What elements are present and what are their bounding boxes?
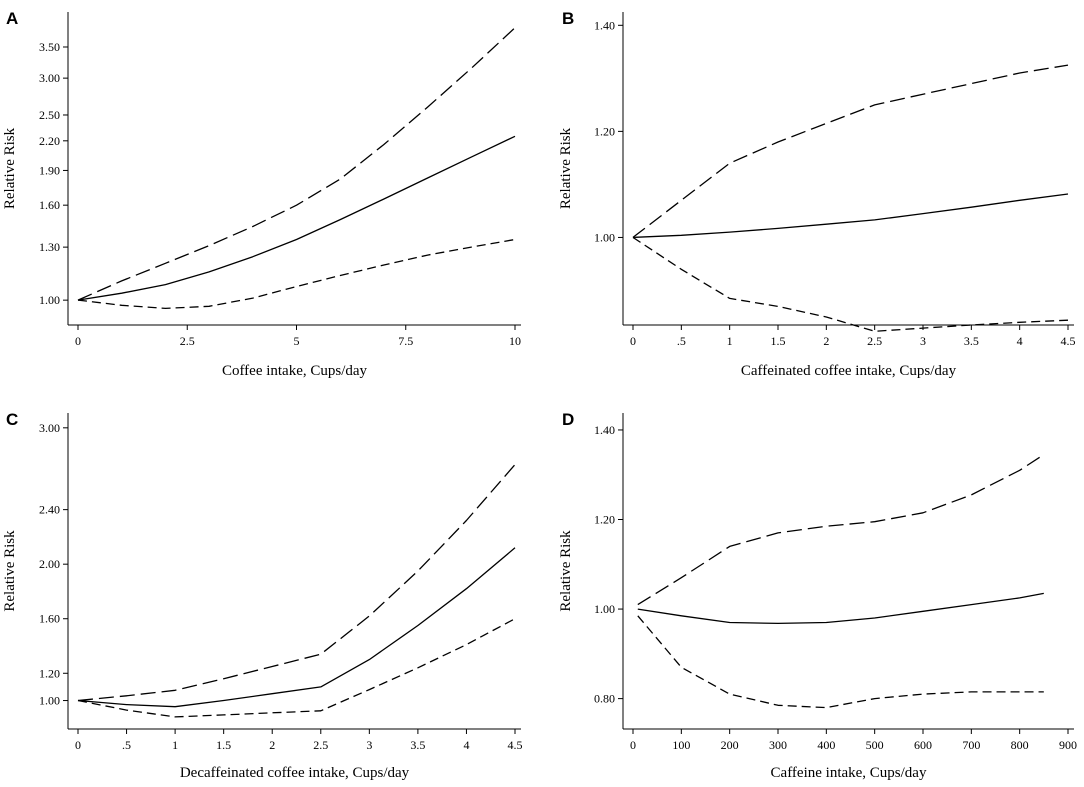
y-tick-label: 1.20	[594, 513, 615, 527]
y-tick-label: 1.00	[594, 602, 615, 616]
y-axis-title: Relative Risk	[2, 530, 18, 612]
y-tick-label: 3.00	[39, 71, 60, 85]
x-tick-label: 0	[75, 738, 81, 752]
y-tick-label: 1.00	[594, 230, 615, 244]
x-tick-label: 1	[172, 738, 178, 752]
y-tick-label: 2.20	[39, 134, 60, 148]
y-axis-title: Relative Risk	[558, 127, 574, 209]
x-tick-label: 3.5	[964, 334, 979, 348]
series-line-lower-ci	[632, 236, 1069, 332]
series-line-relative-risk	[77, 135, 516, 301]
y-tick-label: 1.40	[594, 18, 615, 32]
y-tick-label: 2.00	[39, 557, 60, 571]
x-tick-label: 600	[914, 738, 932, 752]
series-line-lower-ci	[77, 238, 516, 310]
x-tick-label: 4.5	[508, 738, 523, 752]
x-tick-label: 3	[920, 334, 926, 348]
series-line-relative-risk	[77, 547, 516, 708]
y-tick-label: 1.90	[39, 163, 60, 177]
y-tick-label: 1.30	[39, 240, 60, 254]
x-tick-label: 1.5	[216, 738, 231, 752]
series-line-upper-ci	[77, 27, 516, 301]
y-tick-label: 1.40	[594, 423, 615, 437]
panel-letter: A	[6, 9, 18, 28]
y-tick-label: 3.00	[39, 421, 60, 435]
x-tick-label: 500	[866, 738, 884, 752]
x-tick-label: 700	[962, 738, 980, 752]
y-tick-label: 1.20	[594, 124, 615, 138]
series-line-upper-ci	[77, 464, 516, 702]
y-axis-title: Relative Risk	[2, 127, 18, 209]
y-tick-label: 2.40	[39, 503, 60, 517]
x-tick-label: .5	[677, 334, 686, 348]
y-tick-label: 1.00	[39, 694, 60, 708]
series-line-upper-ci	[637, 454, 1045, 606]
x-tick-label: 800	[1011, 738, 1029, 752]
series-line-upper-ci	[632, 64, 1069, 238]
y-tick-label: 2.50	[39, 108, 60, 122]
y-tick-label: 1.00	[39, 293, 60, 307]
x-tick-label: 0	[75, 334, 81, 348]
x-tick-label: 5	[294, 334, 300, 348]
series-line-lower-ci	[77, 618, 516, 718]
x-tick-label: 300	[769, 738, 787, 752]
panel-c: C 0 .5 1 1.5 2 2.5 3 3.5 4 4.5 1.00 1.20 1.60 2.00 2.40…	[2, 410, 523, 781]
x-tick-label: .5	[122, 738, 131, 752]
x-tick-label: 2.5	[180, 334, 195, 348]
x-axis-title: Coffee intake, Cups/day	[222, 363, 368, 379]
x-tick-label: 200	[721, 738, 739, 752]
x-tick-label: 2.5	[867, 334, 882, 348]
y-tick-label: 1.60	[39, 612, 60, 626]
y-tick-label: 3.50	[39, 40, 60, 54]
x-tick-label: 2	[823, 334, 829, 348]
x-tick-label: 7.5	[398, 334, 413, 348]
x-tick-label: 1.5	[771, 334, 786, 348]
x-tick-label: 100	[672, 738, 690, 752]
series-line-relative-risk	[637, 592, 1044, 625]
panel-letter: C	[6, 410, 18, 429]
y-axis-title: Relative Risk	[558, 530, 574, 612]
x-tick-label: 4.5	[1061, 334, 1076, 348]
x-tick-label: 400	[817, 738, 835, 752]
series-line-relative-risk	[632, 193, 1069, 239]
x-tick-label: 10	[509, 334, 521, 348]
x-tick-label: 2.5	[313, 738, 328, 752]
panel-a: A 0 2.5 5 7.5 10 1.00 1.30 1.60 1.90 2.20 2.50 3.00 3…	[2, 9, 521, 379]
y-tick-label: 0.80	[594, 692, 615, 706]
y-tick-label: 1.60	[39, 198, 60, 212]
series-line-lower-ci	[637, 615, 1044, 709]
x-tick-label: 1	[727, 334, 733, 348]
panel-letter: D	[562, 410, 574, 429]
panel-letter: B	[562, 9, 574, 28]
panel-b: B 0 .5 1 1.5 2 2.5 3 3.5 4 4.5 1.00 1.20 1.40 Caffeina…	[558, 9, 1076, 379]
x-axis-title: Decaffeinated coffee intake, Cups/day	[180, 765, 410, 781]
x-tick-label: 2	[269, 738, 275, 752]
x-tick-label: 0	[630, 334, 636, 348]
x-tick-label: 3.5	[410, 738, 425, 752]
x-axis-title: Caffeinated coffee intake, Cups/day	[741, 363, 957, 379]
x-tick-label: 3	[366, 738, 372, 752]
panel-d: D 0 100 200 300 400 500 600 700 800 900 0.80 1.00 1.2…	[558, 410, 1077, 781]
y-tick-label: 1.20	[39, 666, 60, 680]
x-axis-title: Caffeine intake, Cups/day	[771, 765, 927, 781]
x-tick-label: 4	[463, 738, 469, 752]
x-tick-label: 0	[630, 738, 636, 752]
x-tick-label: 4	[1017, 334, 1023, 348]
x-tick-label: 900	[1059, 738, 1077, 752]
